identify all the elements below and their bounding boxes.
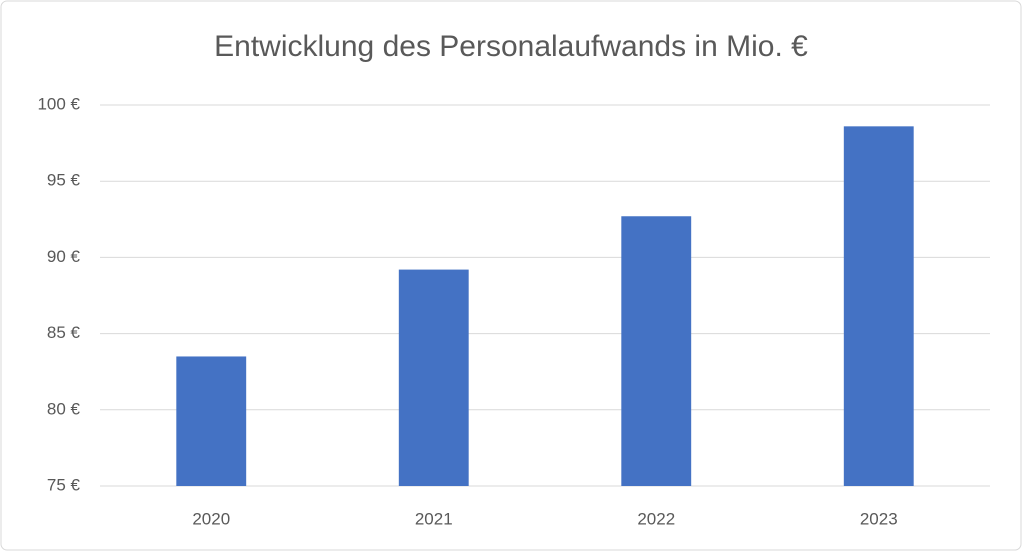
y-tick-label: 100 €	[37, 94, 80, 113]
chart-title: Entwicklung des Personalaufwands in Mio.…	[214, 30, 808, 63]
bar	[621, 216, 692, 486]
y-tick-label: 85 €	[47, 323, 81, 342]
y-tick-label: 95 €	[47, 171, 81, 190]
x-tick-label: 2020	[192, 509, 230, 528]
x-tick-label: 2021	[415, 509, 453, 528]
y-tick-label: 90 €	[47, 247, 81, 266]
x-tick-label: 2022	[637, 509, 675, 528]
bar	[176, 356, 247, 486]
y-tick-label: 75 €	[47, 475, 81, 494]
x-tick-label: 2023	[860, 509, 898, 528]
y-tick-label: 80 €	[47, 399, 81, 418]
bar	[398, 269, 469, 486]
bar	[843, 126, 914, 486]
